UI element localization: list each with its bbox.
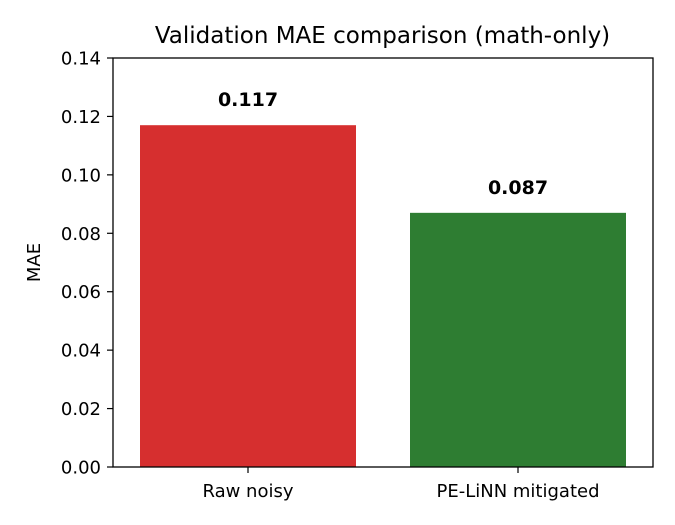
x-axis-ticks: Raw noisy PE-LiNN mitigated bbox=[202, 467, 600, 502]
bar-2 bbox=[410, 212, 626, 467]
y-tick-label-4: 0.06 bbox=[61, 282, 101, 303]
y-axis-ticks: 0.00 0.02 0.04 0.06 0.08 0.10 0.12 0.14 bbox=[61, 49, 113, 479]
bar-labels-group: 0.117 0.087 bbox=[218, 89, 548, 199]
y-tick-label-1: 0.00 bbox=[61, 458, 101, 479]
y-axis-label: MAE bbox=[24, 243, 45, 282]
bar-value-label-2: 0.087 bbox=[488, 177, 548, 199]
x-tick-label-2: PE-LiNN mitigated bbox=[436, 481, 599, 502]
y-tick-label-7: 0.12 bbox=[61, 107, 101, 128]
bar-1 bbox=[140, 125, 356, 467]
bar-value-label-1: 0.117 bbox=[218, 89, 278, 111]
y-tick-label-2: 0.02 bbox=[61, 399, 101, 420]
y-tick-label-3: 0.04 bbox=[61, 341, 101, 362]
plot-frame bbox=[112, 57, 654, 468]
y-tick-label-8: 0.14 bbox=[61, 49, 101, 70]
bars-group bbox=[140, 125, 626, 467]
y-tick-label-6: 0.10 bbox=[61, 165, 101, 186]
y-tick-label-5: 0.08 bbox=[61, 224, 101, 245]
x-tick-label-1: Raw noisy bbox=[202, 481, 293, 502]
chart-title: Validation MAE comparison (math-only) bbox=[155, 23, 610, 49]
